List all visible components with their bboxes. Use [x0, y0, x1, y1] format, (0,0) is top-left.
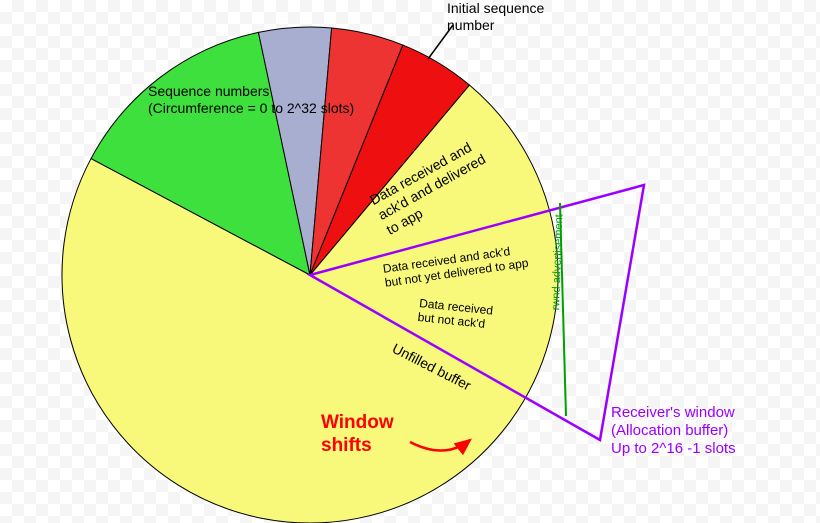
label-window-shifts: Window shifts [321, 412, 394, 458]
seq-numbers-line2: (Circumference = 0 to 2^32 slots) [148, 100, 354, 116]
label-initial-seq: Initial sequence number [447, 0, 544, 34]
label-receiver-window: Receiver's window (Allocation buffer) Up… [611, 404, 736, 458]
label-seq-numbers: Sequence numbers (Circumference = 0 to 2… [148, 83, 354, 117]
seq-numbers-line1: Sequence numbers [148, 83, 269, 99]
